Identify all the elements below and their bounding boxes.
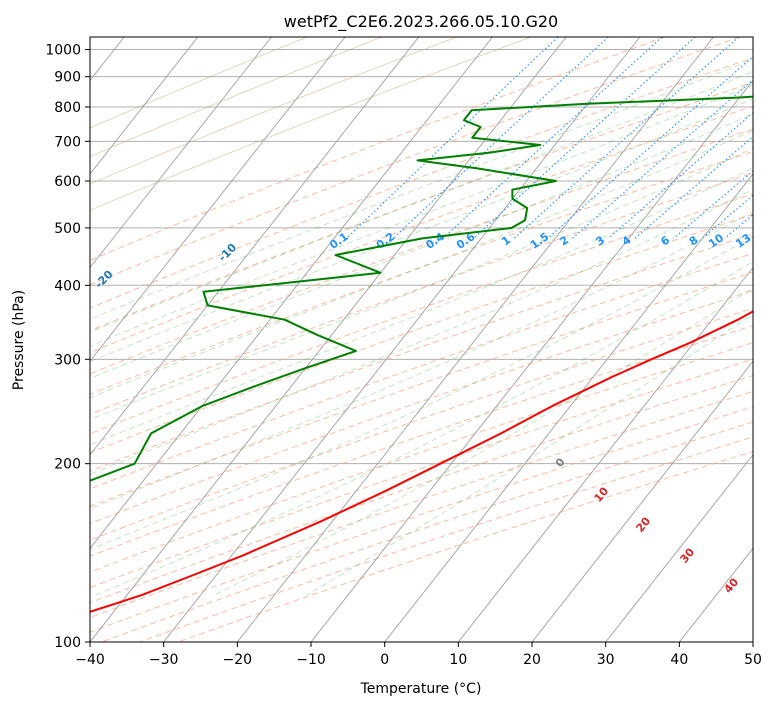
y-tick-label: 600 xyxy=(54,174,81,190)
mixing-ratio-line xyxy=(513,37,740,239)
moist-adiabat xyxy=(90,211,753,510)
isotherm xyxy=(236,37,714,642)
y-tick-label: 900 xyxy=(54,70,81,86)
reference-curve xyxy=(90,37,457,185)
mixing-ratio-line xyxy=(442,37,663,239)
dry-adiabat xyxy=(90,325,753,557)
isotherm xyxy=(384,173,753,642)
moist-adiabat xyxy=(90,84,753,347)
moist-adiabat xyxy=(90,167,753,446)
y-tick-label: 700 xyxy=(54,134,81,150)
x-tick-label: 30 xyxy=(597,652,615,668)
moist-adiabat xyxy=(90,235,753,550)
dry-adiabat xyxy=(90,252,753,490)
dry-adiabat xyxy=(90,128,753,375)
isotherm xyxy=(90,37,346,362)
y-tick-label: 500 xyxy=(54,221,81,237)
dry-adiabat xyxy=(90,307,753,541)
moist-adiabat xyxy=(90,98,753,363)
moist-adiabat xyxy=(90,147,753,421)
mixing-ratio-line xyxy=(572,78,753,239)
plot-frame xyxy=(89,36,754,643)
x-tick-label: 50 xyxy=(744,652,762,668)
mixing-ratio-line xyxy=(547,55,753,239)
moist-adiabat xyxy=(306,314,753,596)
mixing-ratio-line xyxy=(673,170,753,239)
y-tick-label: 100 xyxy=(54,635,81,651)
moist-adiabat xyxy=(95,261,753,596)
y-tick-label: 300 xyxy=(54,352,81,368)
y-axis-ticks: 100 200 300 400 500 600 700 800 900 1000 xyxy=(45,43,90,651)
isotherm xyxy=(310,79,753,642)
isotherm xyxy=(90,37,420,456)
reference-curve xyxy=(90,37,308,129)
mixing-ratio-line xyxy=(473,37,696,239)
mixing-ratio-lines xyxy=(346,37,753,239)
x-tick-label: 10 xyxy=(449,652,467,668)
x-tick-label: −10 xyxy=(296,652,326,668)
x-tick-label: 40 xyxy=(670,652,688,668)
dry-adiabat xyxy=(90,150,753,395)
dry-adiabat xyxy=(90,213,753,454)
x-axis-label: Temperature (°C) xyxy=(360,681,482,697)
y-axis-label: Pressure (hPa) xyxy=(11,290,27,390)
y-tick-label: 400 xyxy=(54,278,81,294)
reference-curve xyxy=(90,37,383,158)
pressure-gridlines xyxy=(90,49,753,642)
x-tick-label: −20 xyxy=(223,652,253,668)
isotherm xyxy=(90,37,199,175)
chart-title: wetPf2_C2E6.2023.266.05.10.G20 xyxy=(284,12,558,32)
mixing-ratio-line xyxy=(608,112,753,239)
isotherm xyxy=(605,454,753,642)
mixing-ratio-line xyxy=(346,37,559,239)
isotherm xyxy=(531,360,753,642)
y-tick-label: 200 xyxy=(54,457,81,473)
x-tick-label: 20 xyxy=(523,652,541,668)
dry-adiabat xyxy=(90,37,666,262)
reference-curve xyxy=(90,37,532,211)
isotherm xyxy=(163,37,641,642)
moist-adiabat xyxy=(90,58,753,320)
dry-adiabat xyxy=(90,172,753,415)
y-tick-label: 800 xyxy=(54,100,81,116)
profile-series xyxy=(90,95,753,613)
dry-adiabat xyxy=(90,358,753,589)
temperature-line xyxy=(90,310,753,613)
dry-adiabat xyxy=(90,105,753,354)
dry-adiabat xyxy=(90,271,753,507)
moist-adiabat xyxy=(90,129,753,399)
dewpoint-line xyxy=(90,95,753,482)
x-tick-label: −40 xyxy=(75,652,105,668)
x-tick-label: −30 xyxy=(149,652,179,668)
x-axis-ticks: −40 −30 −20 −10 0 10 20 30 40 50 xyxy=(75,642,762,668)
isotherm xyxy=(90,37,493,550)
isotherm xyxy=(90,37,272,269)
plot-area: 0.10.20.40.611.52346810131620253036-100-… xyxy=(90,37,753,642)
x-tick-label: 0 xyxy=(380,652,389,668)
y-tick-label: 1000 xyxy=(45,43,81,59)
